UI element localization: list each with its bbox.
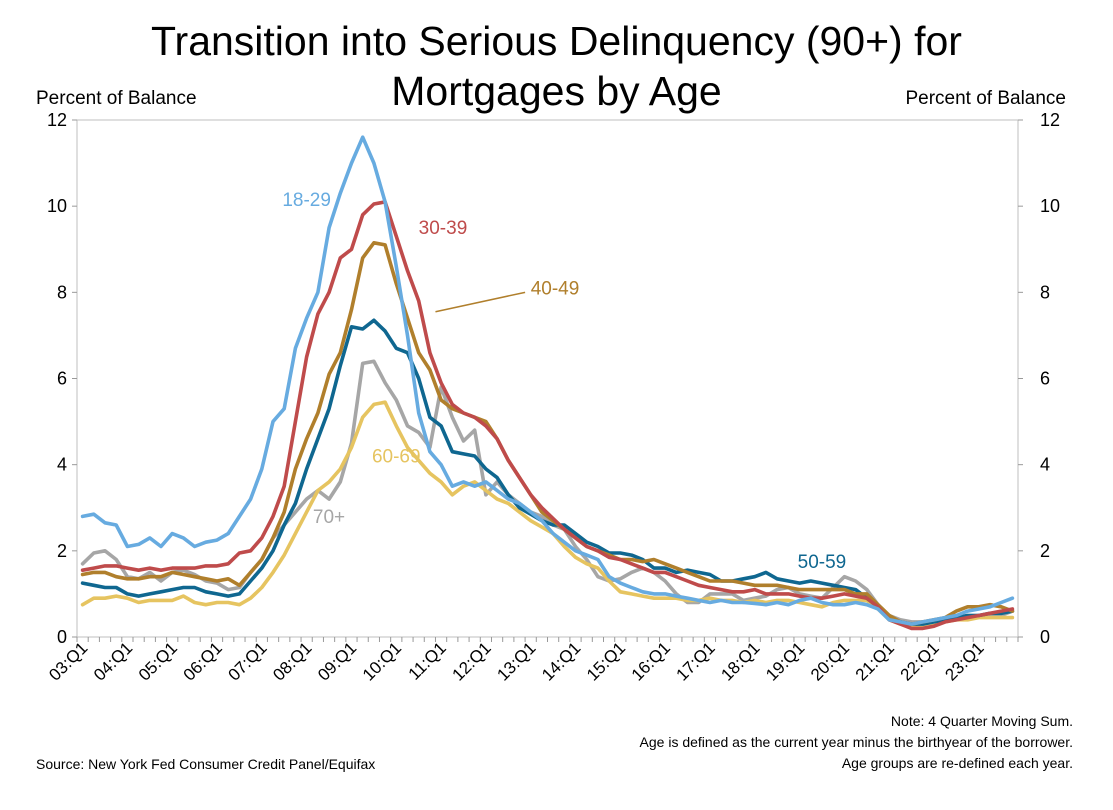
y-tick-label-right: 12 [1040, 110, 1060, 130]
y-tick-label-right: 6 [1040, 369, 1050, 389]
y-tick-label-left: 0 [57, 627, 67, 647]
y-tick-label-left: 2 [57, 541, 67, 561]
y-tick-label-right: 0 [1040, 627, 1050, 647]
x-tick-label: 11:Q1 [405, 638, 450, 683]
x-tick-label: 17:Q1 [673, 638, 719, 684]
y-tick-label-right: 8 [1040, 282, 1050, 302]
chart-title-line-1: Transition into Serious Delinquency (90+… [151, 18, 962, 64]
series-line-50-59 [80, 318, 1015, 626]
x-tick-label: 18:Q1 [717, 638, 763, 684]
series-label-40-49: 40-49 [531, 278, 580, 299]
x-tick-label: 23:Q1 [941, 638, 987, 684]
x-tick-label: 10:Q1 [359, 638, 405, 684]
x-tick-label: 07:Q1 [224, 638, 270, 684]
y-axis-label-left: Percent of Balance [36, 88, 197, 109]
y-tick-label-right: 2 [1040, 541, 1050, 561]
chart-notes: Note: 4 Quarter Moving Sum. Age is defin… [640, 711, 1073, 774]
x-tick-label: 22:Q1 [897, 638, 943, 684]
x-tick-label: 04:Q1 [90, 638, 136, 684]
chart-title-line-2: Mortgages by Age [391, 68, 722, 114]
series-label-60-69: 60-69 [372, 447, 421, 468]
series-line-70+ [80, 359, 1015, 624]
x-tick-label: 08:Q1 [269, 638, 315, 684]
y-tick-label-left: 4 [57, 455, 67, 475]
x-tick-label: 19:Q1 [762, 638, 808, 684]
source-note: Source: New York Fed Consumer Credit Pan… [36, 756, 376, 772]
x-tick-label: 05:Q1 [135, 638, 181, 684]
x-tick-label: 21:Q1 [852, 638, 898, 684]
chart-title: Transition into Serious Delinquency (90+… [0, 16, 1113, 116]
series-line-30-39 [80, 200, 1015, 631]
x-tick-label: 12:Q1 [449, 638, 495, 684]
x-tick-label: 13:Q1 [493, 638, 539, 684]
y-tick-label-left: 10 [47, 196, 67, 216]
y-tick-label-right: 10 [1040, 196, 1060, 216]
x-tick-label: 16:Q1 [628, 638, 674, 684]
series-label-50-59: 50-59 [798, 552, 847, 573]
x-tick-label: 15:Q1 [583, 638, 629, 684]
y-tick-label-right: 4 [1040, 455, 1050, 475]
series-line-60-69 [80, 400, 1015, 629]
y-tick-label-left: 8 [57, 282, 67, 302]
series-label-70+: 70+ [313, 507, 345, 528]
note-line-2: Age is defined as the current year minus… [639, 734, 1073, 750]
series-label-leader-40-49 [435, 291, 526, 313]
y-tick-label-left: 6 [57, 369, 67, 389]
y-tick-label-left: 12 [47, 110, 67, 130]
note-line-1: Note: 4 Quarter Moving Sum. [890, 713, 1073, 729]
series-label-30-39: 30-39 [419, 218, 468, 239]
note-line-3: Age groups are re-defined each year. [841, 755, 1073, 771]
x-tick-label: 14:Q1 [538, 638, 584, 684]
series-line-40-49 [80, 241, 1015, 626]
x-tick-label: 03:Q1 [45, 638, 91, 684]
plot-frame [76, 119, 1019, 638]
series-label-18-29: 18-29 [282, 190, 331, 211]
x-tick-label: 20:Q1 [807, 638, 853, 684]
y-axis-label-right: Percent of Balance [905, 88, 1066, 109]
x-tick-label: 09:Q1 [314, 638, 360, 684]
series-line-18-29 [80, 135, 1015, 626]
x-tick-label: 06:Q1 [180, 638, 226, 684]
